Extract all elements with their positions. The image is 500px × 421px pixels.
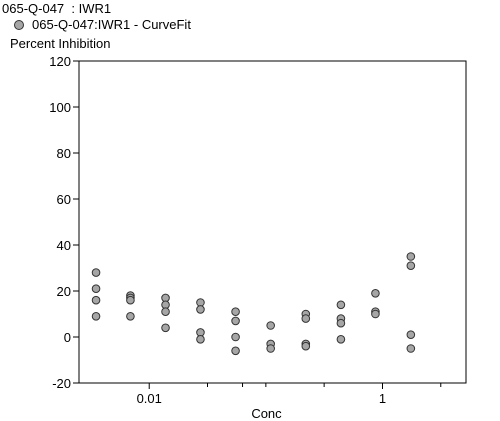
data-point [231, 316, 240, 326]
data-point [161, 323, 170, 333]
y-axis: -20 0 20 40 60 80 100 120 [49, 54, 79, 391]
data-points [91, 252, 416, 356]
data-point [266, 321, 275, 330]
y-axis-title: Percent Inhibition [10, 36, 111, 51]
data-point [91, 284, 101, 294]
data-point [91, 268, 101, 277]
data-point [301, 341, 311, 351]
plot-border [78, 60, 467, 384]
y-tick-label: 80 [57, 146, 71, 161]
y-tick-label: 20 [57, 284, 71, 299]
data-point [336, 318, 346, 328]
plot-frame [78, 60, 467, 384]
data-point [161, 307, 170, 317]
x-axis: 0.01 1 [137, 383, 442, 406]
chart-title: 065-Q-047 : IWR1 [2, 1, 112, 16]
x-tick-label: 0.01 [137, 391, 162, 406]
data-point [91, 295, 101, 305]
y-tick-label: -20 [52, 376, 71, 391]
y-tick-label: 120 [49, 54, 71, 69]
x-axis-title: Conc [251, 406, 282, 421]
data-point [126, 312, 135, 321]
data-point [231, 346, 240, 356]
data-point [371, 289, 380, 298]
data-point [336, 335, 346, 344]
y-tick-label: 100 [49, 100, 71, 115]
data-point [91, 312, 101, 321]
data-point [406, 261, 416, 271]
data-point [266, 344, 275, 353]
y-tick-label: 60 [57, 192, 71, 207]
data-point [126, 295, 135, 305]
data-point [371, 309, 380, 319]
data-point [231, 332, 240, 342]
data-point [196, 335, 205, 344]
y-tick-label: 40 [57, 238, 71, 253]
y-tick-label: 0 [64, 330, 71, 345]
data-point [301, 314, 311, 323]
legend-label: 065-Q-047:IWR1 - CurveFit [32, 17, 191, 32]
data-point [336, 300, 346, 310]
data-point [406, 344, 416, 353]
data-point [406, 252, 416, 261]
data-point [231, 307, 240, 317]
data-point [196, 305, 205, 314]
legend: 065-Q-047:IWR1 - CurveFit [14, 17, 191, 32]
data-point [406, 330, 416, 340]
x-tick-label: 1 [379, 391, 386, 406]
legend-marker-icon [14, 19, 24, 30]
